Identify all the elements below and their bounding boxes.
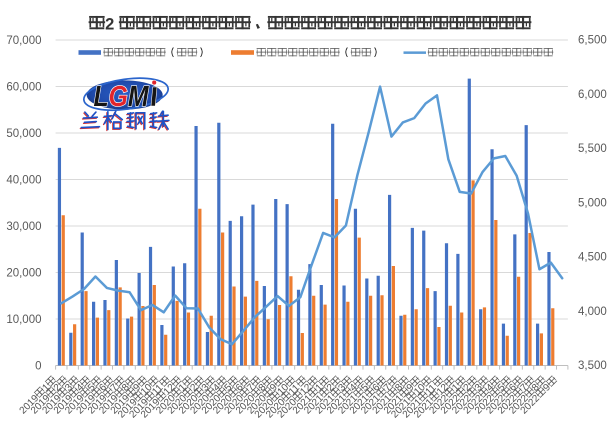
svg-text:4,500: 4,500 [578, 252, 607, 264]
svg-text:4,000: 4,000 [578, 306, 607, 318]
svg-text:10,000: 10,000 [6, 314, 41, 326]
svg-text:LGM: LGM [94, 81, 150, 113]
svg-text:6,000: 6,000 [578, 89, 607, 101]
svg-text:20,000: 20,000 [6, 268, 41, 280]
svg-text:60,000: 60,000 [6, 82, 41, 94]
svg-text:40,000: 40,000 [6, 175, 41, 187]
svg-text:70,000: 70,000 [6, 35, 41, 47]
svg-text:5,000: 5,000 [578, 197, 607, 209]
svg-text:6,500: 6,500 [578, 35, 607, 47]
svg-text:50,000: 50,000 [6, 128, 41, 140]
svg-text:5,500: 5,500 [578, 143, 607, 155]
svg-text:3,500: 3,500 [578, 360, 607, 372]
svg-text:2: 2 [105, 16, 114, 34]
svg-text:30,000: 30,000 [6, 221, 41, 233]
svg-text:0: 0 [35, 361, 41, 373]
